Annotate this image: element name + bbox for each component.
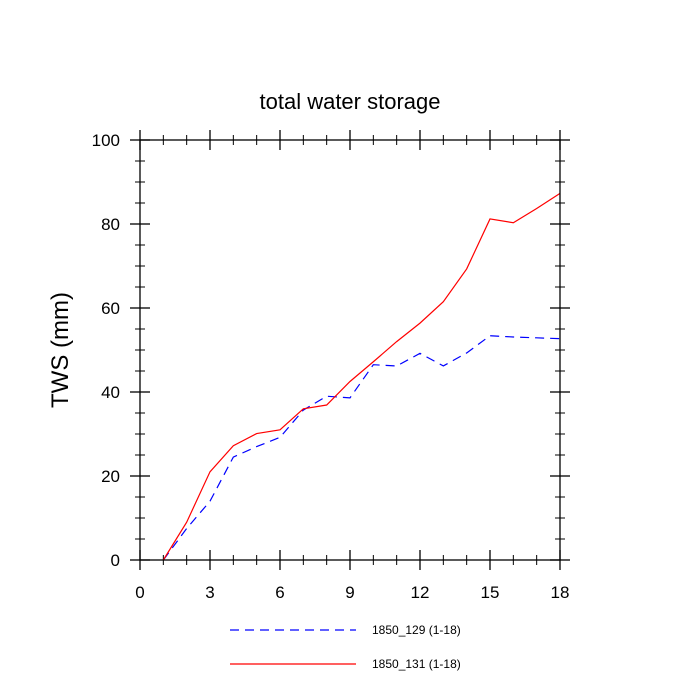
x-tick-label: 6	[275, 583, 284, 602]
y-tick-label: 20	[101, 467, 120, 486]
axis-ticks	[130, 130, 570, 570]
tick-labels: 0 3 6 9 12 15 18 0 20 40 60 80 100	[92, 131, 570, 602]
series-line-1	[162, 335, 561, 561]
x-tick-label: 3	[205, 583, 214, 602]
y-tick-label: 60	[101, 299, 120, 318]
y-tick-label: 100	[92, 131, 120, 150]
y-tick-label: 80	[101, 215, 120, 234]
legend: 1850_129 (1-18) 1850_131 (1-18)	[230, 623, 461, 671]
x-tick-label: 18	[551, 583, 570, 602]
plot-frame	[139, 139, 561, 561]
legend-label-2: 1850_131 (1-18)	[372, 657, 461, 671]
series-layer	[162, 192, 561, 561]
y-tick-label: 0	[111, 551, 120, 570]
x-tick-label: 9	[345, 583, 354, 602]
x-tick-label: 0	[135, 583, 144, 602]
chart-title: total water storage	[260, 89, 441, 114]
series-line-2	[162, 192, 561, 561]
y-axis-label: TWS (mm)	[47, 292, 74, 408]
x-tick-label: 15	[481, 583, 500, 602]
legend-label-1: 1850_129 (1-18)	[372, 623, 461, 637]
y-tick-label: 40	[101, 383, 120, 402]
x-tick-label: 12	[411, 583, 430, 602]
